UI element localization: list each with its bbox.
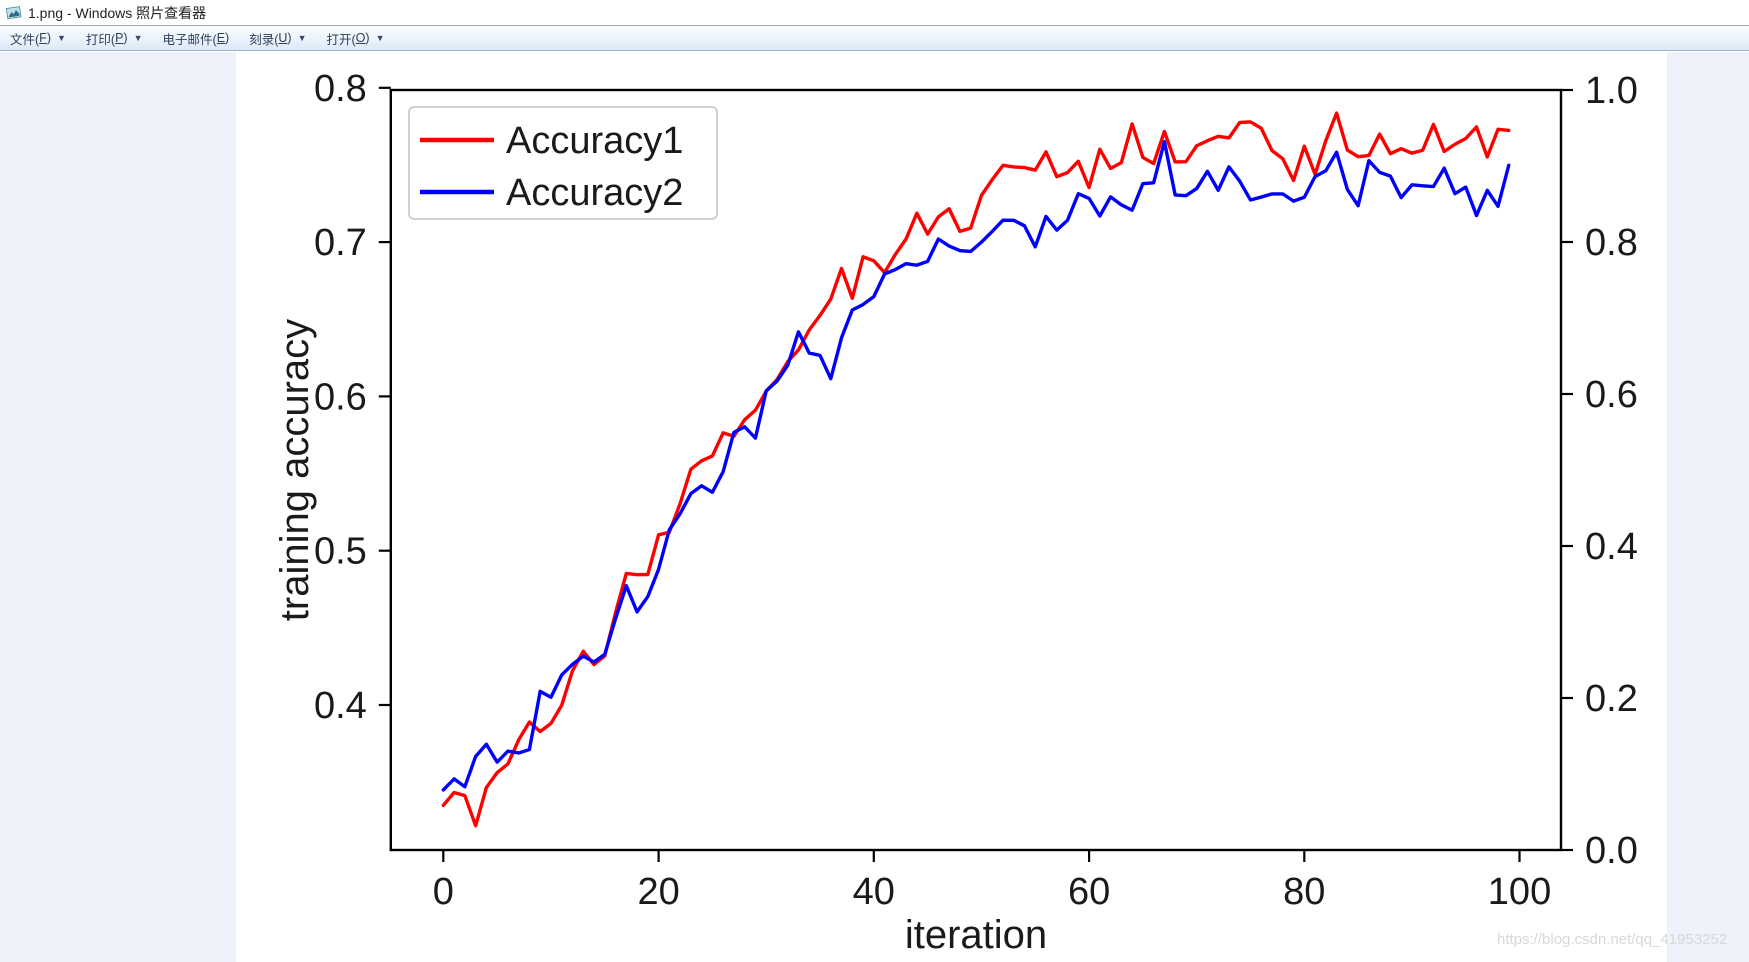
svg-text:training accuracy: training accuracy	[273, 319, 317, 621]
svg-text:60: 60	[1068, 871, 1110, 913]
svg-text:https://blog.csdn.net/qq_41953: https://blog.csdn.net/qq_41953252	[1497, 931, 1727, 948]
svg-text:0.8: 0.8	[1585, 222, 1638, 264]
svg-text:0.8: 0.8	[314, 68, 367, 110]
svg-text:0.7: 0.7	[314, 222, 367, 264]
svg-text:0.0: 0.0	[1585, 830, 1638, 872]
svg-text:Accuracy1: Accuracy1	[506, 120, 683, 162]
svg-text:0.4: 0.4	[1585, 526, 1638, 568]
svg-text:0: 0	[433, 871, 454, 913]
svg-text:0.2: 0.2	[1585, 678, 1638, 720]
svg-text:80: 80	[1283, 871, 1325, 913]
svg-text:40: 40	[853, 871, 895, 913]
svg-text:0.6: 0.6	[314, 376, 367, 418]
svg-text:0.6: 0.6	[1585, 374, 1638, 416]
svg-text:0.5: 0.5	[314, 531, 367, 573]
svg-text:100: 100	[1488, 871, 1551, 913]
svg-text:Accuracy2: Accuracy2	[506, 172, 683, 214]
svg-text:iteration: iteration	[905, 913, 1047, 957]
svg-text:20: 20	[637, 871, 679, 913]
svg-text:1.0: 1.0	[1585, 70, 1638, 112]
svg-text:0.4: 0.4	[314, 685, 367, 727]
